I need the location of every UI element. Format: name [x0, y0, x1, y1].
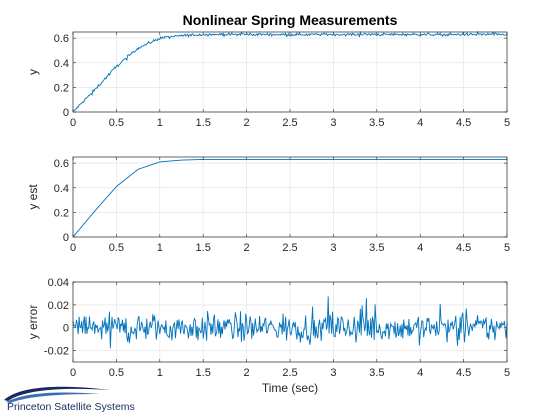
y-axis-label: y est: [26, 184, 40, 210]
x-tick-label: 2: [244, 117, 250, 129]
x-tick-label: 0: [70, 367, 76, 379]
x-tick-label: 4.5: [456, 367, 471, 379]
y-tick-label: 0: [63, 323, 69, 335]
y-tick-label: 0.2: [54, 82, 69, 94]
x-tick-label: 1.5: [196, 367, 211, 379]
axes-box: [72, 281, 508, 363]
y-tick-label: 0: [63, 232, 69, 244]
x-tick-label: 3.5: [369, 242, 384, 254]
x-tick-label: 4: [417, 242, 423, 254]
x-tick-label: 0: [70, 117, 76, 129]
y-tick-label: 0.4: [54, 183, 69, 195]
y-tick-label: 0.2: [54, 207, 69, 219]
y-tick-label: -0.02: [44, 346, 69, 358]
y-tick-label: 0.6: [54, 33, 69, 45]
subplot-1: 0 0.5 1 1.5 2 2.5 3 3.5 4 4.5 5 0 0.2 0.4 0.6 y: [26, 30, 510, 129]
company-logo-text: Princeton Satellite Systems: [7, 401, 135, 413]
y-axis-label: y: [26, 69, 40, 75]
x-tick-label: 2.5: [282, 117, 297, 129]
series-line-1: [72, 30, 508, 112]
x-tick-label: 1.5: [196, 117, 211, 129]
x-tick-label: 2: [244, 242, 250, 254]
x-tick-label: 0.5: [109, 117, 124, 129]
x-tick-label: 4: [417, 117, 423, 129]
y-tick-label: 0.6: [54, 158, 69, 170]
x-tick-label: 0.5: [109, 367, 124, 379]
x-tick-label: 3: [330, 117, 336, 129]
axes-box: [72, 156, 508, 238]
x-tick-label: 1.5: [196, 242, 211, 254]
series-line-1: [72, 159, 507, 238]
axes-layer: 0 0.5 1 1.5 2 2.5 3 3.5 4 4.5 5 0 0.2 0.4 0.6 y 0 0.5 1 1.5…: [26, 30, 510, 395]
x-tick-label: 3.5: [369, 367, 384, 379]
y-tick-label: 0.02: [48, 300, 69, 312]
subplot-2: 0 0.5 1 1.5 2 2.5 3 3.5 4 4.5 5 0 0.2 0.4 0.6 y est: [26, 156, 510, 254]
x-tick-label: 2.5: [282, 367, 297, 379]
y-tick-label: 0.04: [48, 277, 69, 289]
axes-box: [72, 31, 508, 113]
x-tick-label: 3: [330, 242, 336, 254]
x-tick-label: 1: [157, 242, 163, 254]
x-tick-label: 5: [504, 242, 510, 254]
figure-title: Nonlinear Spring Measurements: [183, 12, 398, 28]
y-tick-label: 0: [63, 107, 69, 119]
x-tick-label: 3: [330, 367, 336, 379]
x-tick-label: 5: [504, 367, 510, 379]
x-axis-label: Time (sec): [262, 381, 318, 395]
x-tick-label: 0.5: [109, 242, 124, 254]
x-tick-label: 4.5: [456, 242, 471, 254]
x-tick-label: 1: [157, 367, 163, 379]
series-line-1: [72, 296, 508, 349]
x-tick-label: 2: [244, 367, 250, 379]
x-tick-label: 5: [504, 117, 510, 129]
x-tick-label: 3.5: [369, 117, 384, 129]
x-tick-label: 4.5: [456, 117, 471, 129]
y-tick-label: 0.4: [54, 58, 69, 70]
x-tick-label: 0: [70, 242, 76, 254]
x-tick-label: 1: [157, 117, 163, 129]
company-logo-icon: [4, 386, 110, 403]
y-axis-label: y error: [26, 305, 40, 340]
x-tick-label: 2.5: [282, 242, 297, 254]
x-tick-label: 4: [417, 367, 423, 379]
